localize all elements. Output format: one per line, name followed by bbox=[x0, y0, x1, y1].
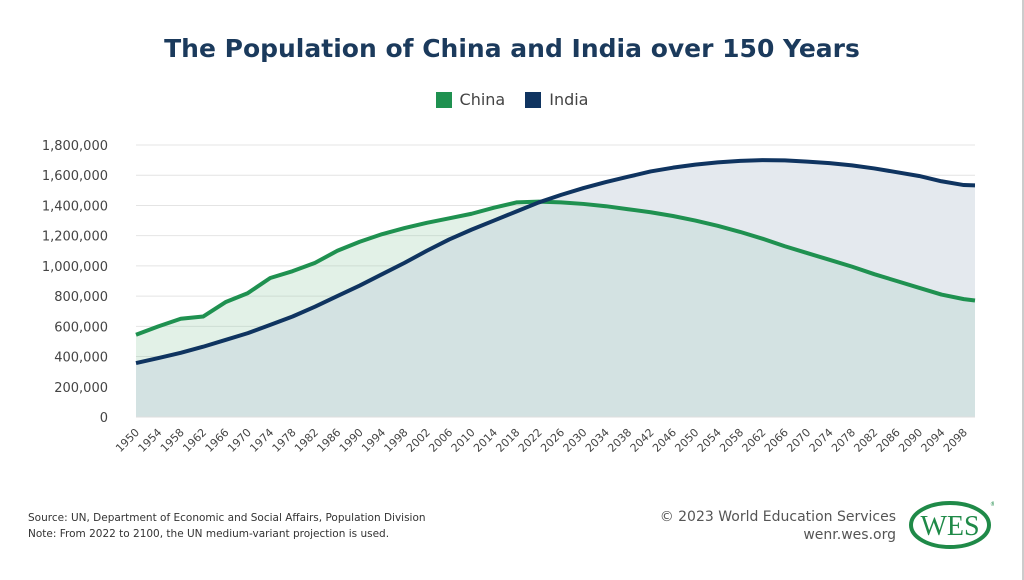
y-tick-label: 1,800,000 bbox=[42, 139, 108, 154]
x-tick-label: 2058 bbox=[717, 426, 746, 455]
x-tick-label: 1982 bbox=[292, 426, 321, 455]
y-tick-label: 1,000,000 bbox=[42, 260, 108, 275]
y-tick-label: 0 bbox=[100, 411, 108, 426]
logo-text: WES bbox=[920, 511, 979, 542]
y-tick-label: 1,200,000 bbox=[42, 230, 108, 245]
x-tick-label: 2054 bbox=[695, 426, 724, 455]
x-tick-label: 1962 bbox=[180, 426, 209, 455]
y-tick-label: 600,000 bbox=[54, 320, 108, 335]
x-tick-label: 1966 bbox=[203, 426, 232, 455]
x-tick-label: 2082 bbox=[851, 426, 880, 455]
y-tick-label: 1,600,000 bbox=[42, 169, 108, 184]
y-tick-label: 200,000 bbox=[54, 381, 108, 396]
copyright-text: © 2023 World Education Services bbox=[659, 509, 896, 525]
x-tick-label: 2046 bbox=[650, 426, 679, 455]
source-notes: Source: UN, Department of Economic and S… bbox=[28, 510, 426, 542]
y-tick-label: 1,400,000 bbox=[42, 199, 108, 214]
wes-logo: WES ® bbox=[909, 501, 994, 549]
x-tick-label: 1994 bbox=[359, 426, 388, 455]
x-tick-label: 2026 bbox=[538, 426, 567, 455]
legend-item-india: India bbox=[525, 90, 588, 109]
legend-label-china: China bbox=[459, 90, 506, 109]
x-tick-label: 1954 bbox=[136, 426, 165, 455]
x-tick-label: 2010 bbox=[449, 426, 478, 455]
x-tick-label: 2030 bbox=[561, 426, 590, 455]
x-tick-label: 2074 bbox=[807, 426, 836, 455]
x-tick-label: 2094 bbox=[919, 426, 948, 455]
x-tick-label: 1950 bbox=[113, 426, 142, 455]
x-tick-label: 2034 bbox=[583, 426, 612, 455]
source-text: Source: UN, Department of Economic and S… bbox=[28, 512, 426, 524]
x-tick-label: 1974 bbox=[247, 426, 276, 455]
legend-item-china: China bbox=[435, 90, 506, 109]
legend-swatch-india bbox=[525, 91, 542, 108]
x-tick-label: 1970 bbox=[225, 426, 254, 455]
x-tick-label: 2006 bbox=[426, 426, 455, 455]
x-tick-label: 1958 bbox=[158, 426, 187, 455]
x-tick-label: 2022 bbox=[516, 426, 545, 455]
legend: China India bbox=[0, 90, 1022, 109]
legend-label-india: India bbox=[549, 90, 589, 109]
x-tick-label: 2050 bbox=[672, 426, 701, 455]
x-tick-label: 1978 bbox=[270, 426, 299, 455]
x-tick-label: 2070 bbox=[784, 426, 813, 455]
chart-title: The Population of China and India over 1… bbox=[164, 34, 860, 63]
x-tick-label: 1990 bbox=[337, 426, 366, 455]
y-tick-label: 400,000 bbox=[54, 351, 108, 366]
svg-text:®: ® bbox=[990, 501, 994, 508]
x-tick-label: 2090 bbox=[896, 426, 925, 455]
x-tick-label: 2062 bbox=[740, 426, 769, 455]
x-tick-label: 2066 bbox=[762, 426, 791, 455]
x-tick-label: 2098 bbox=[941, 426, 970, 455]
x-tick-label: 2038 bbox=[605, 426, 634, 455]
x-tick-label: 2042 bbox=[628, 426, 657, 455]
chart-plot: 0 200,000 400,000 600,000 800,000 1,000,000 1,… bbox=[42, 139, 976, 455]
x-tick-label: 1986 bbox=[314, 426, 343, 455]
area-overlap bbox=[136, 202, 975, 417]
y-tick-label: 800,000 bbox=[54, 290, 108, 305]
x-tick-label: 2086 bbox=[874, 426, 903, 455]
note-text: Note: From 2022 to 2100, the UN medium-v… bbox=[28, 528, 390, 540]
credit: © 2023 World Education Services wenr.wes… bbox=[660, 508, 896, 544]
x-tick-label: 2014 bbox=[471, 426, 500, 455]
x-tick-label: 1998 bbox=[382, 426, 411, 455]
x-tick-label: 2078 bbox=[829, 426, 858, 455]
x-tick-label: 2018 bbox=[493, 426, 522, 455]
website-link[interactable]: wenr.wes.org bbox=[803, 527, 896, 543]
legend-swatch-china bbox=[435, 91, 452, 108]
x-tick-label: 2002 bbox=[404, 426, 433, 455]
